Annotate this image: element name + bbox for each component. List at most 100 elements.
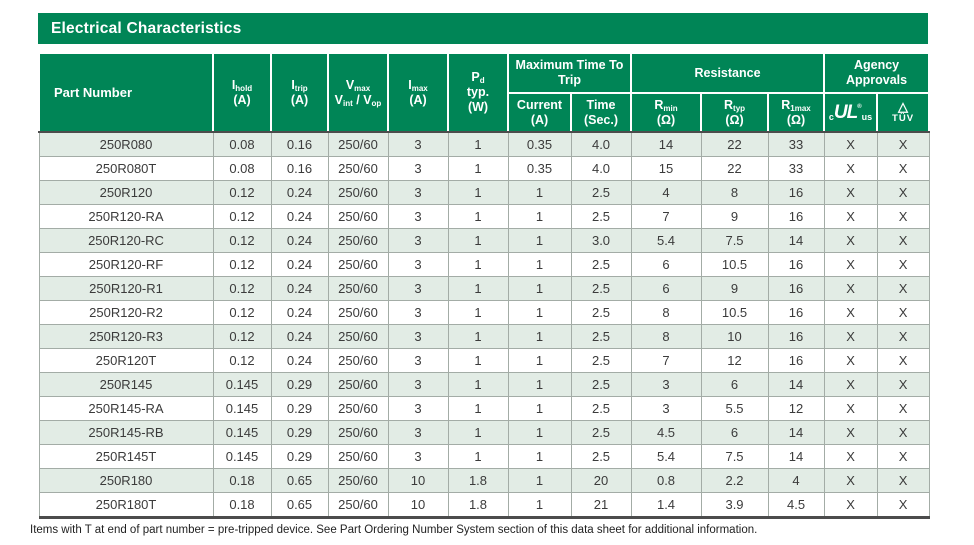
cell-v-max: 250/60 xyxy=(327,180,389,205)
cell-i-hold: 0.12 xyxy=(212,204,272,229)
cell-r-typ: 22 xyxy=(700,131,769,157)
cell-r-min: 7 xyxy=(630,348,702,373)
cell-i-trip: 0.24 xyxy=(270,300,329,325)
cell-p-d-typ: 1 xyxy=(447,348,509,373)
cell-r-1max: 4 xyxy=(767,468,825,493)
cell-trip-current: 1 xyxy=(507,228,572,253)
cell-p-d-typ: 1 xyxy=(447,180,509,205)
cell-i-trip: 0.29 xyxy=(270,396,329,421)
cell-v-max: 250/60 xyxy=(327,156,389,181)
cell-trip-time: 2.5 xyxy=(570,252,632,277)
cell-tuv-approval: X xyxy=(876,492,930,519)
cell-p-d-typ: 1 xyxy=(447,444,509,469)
cell-part-number: 250R120T xyxy=(38,348,214,373)
cell-trip-time: 2.5 xyxy=(570,420,632,445)
cell-r-typ: 10.5 xyxy=(700,252,769,277)
col-header-trip-current: Current (A) xyxy=(507,92,572,133)
cell-trip-time: 4.0 xyxy=(570,131,632,157)
cell-i-hold: 0.12 xyxy=(212,324,272,349)
cell-i-hold: 0.12 xyxy=(212,300,272,325)
col-header-r-1max: R1max (Ω) xyxy=(767,92,826,133)
cell-part-number: 250R145T xyxy=(38,444,214,469)
cell-i-max: 3 xyxy=(387,180,449,205)
section-title-bar: Electrical Characteristics xyxy=(38,13,928,44)
group-header-resistance: Resistance xyxy=(630,52,826,94)
cell-p-d-typ: 1 xyxy=(447,156,509,181)
cell-i-trip: 0.29 xyxy=(270,420,329,445)
cell-i-hold: 0.08 xyxy=(212,131,272,157)
cell-i-trip: 0.24 xyxy=(270,324,329,349)
cell-i-max: 3 xyxy=(387,156,449,181)
cell-v-max: 250/60 xyxy=(327,444,389,469)
cell-i-trip: 0.29 xyxy=(270,372,329,397)
cell-trip-time: 4.0 xyxy=(570,156,632,181)
cell-trip-current: 1 xyxy=(507,348,572,373)
col-header-trip-time: Time (Sec.) xyxy=(569,92,633,133)
cell-i-hold: 0.145 xyxy=(212,420,272,445)
cell-r-min: 4.5 xyxy=(630,420,702,445)
cell-trip-current: 1 xyxy=(507,276,572,301)
cell-r-min: 8 xyxy=(630,324,702,349)
table-row: 250R180 0.18 0.65 250/60 10 1.8 1 20 0.8 2.2 4 X X xyxy=(38,468,930,493)
cell-i-trip: 0.24 xyxy=(270,228,329,253)
cell-r-1max: 16 xyxy=(767,324,825,349)
cell-trip-current: 1 xyxy=(507,324,572,349)
cell-ul-approval: X xyxy=(823,324,878,349)
cell-v-max: 250/60 xyxy=(327,324,389,349)
table-row: 250R120 0.12 0.24 250/60 3 1 1 2.5 4 8 16 X X xyxy=(38,180,930,205)
cell-trip-time: 2.5 xyxy=(570,396,632,421)
cell-i-trip: 0.65 xyxy=(270,492,329,519)
cell-r-1max: 33 xyxy=(767,156,825,181)
cell-r-1max: 16 xyxy=(767,180,825,205)
cell-i-hold: 0.145 xyxy=(212,372,272,397)
cell-i-max: 3 xyxy=(387,228,449,253)
cell-part-number: 250R120-R1 xyxy=(38,276,214,301)
cell-ul-approval: X xyxy=(823,468,878,493)
cell-part-number: 250R145-RB xyxy=(38,420,214,445)
cell-tuv-approval: X xyxy=(876,156,930,181)
col-header-tuv-approval: △ TÜV xyxy=(876,92,931,133)
cell-trip-time: 3.0 xyxy=(570,228,632,253)
col-header-r-min: Rmin (Ω) xyxy=(630,92,703,133)
cell-r-min: 15 xyxy=(630,156,702,181)
cell-r-1max: 14 xyxy=(767,444,825,469)
table-body: 250R080 0.08 0.16 250/60 3 1 0.35 4.0 14 22 33 X X 25… xyxy=(38,131,930,519)
group-header-agency-approvals: Agency Approvals xyxy=(823,52,931,94)
cell-tuv-approval: X xyxy=(876,348,930,373)
cell-p-d-typ: 1.8 xyxy=(447,492,509,519)
cell-r-min: 7 xyxy=(630,204,702,229)
table-row: 250R120-RC 0.12 0.24 250/60 3 1 1 3.0 5.4 7.5 14 X X xyxy=(38,228,930,253)
cell-i-max: 3 xyxy=(387,324,449,349)
cell-tuv-approval: X xyxy=(876,372,930,397)
col-header-part-number: Part Number xyxy=(38,52,214,133)
cell-i-max: 3 xyxy=(387,444,449,469)
cell-trip-current: 1 xyxy=(507,204,572,229)
cell-ul-approval: X xyxy=(823,444,878,469)
cell-p-d-typ: 1 xyxy=(447,420,509,445)
table-row: 250R145T 0.145 0.29 250/60 3 1 1 2.5 5.4 7.5 14 X X xyxy=(38,444,930,469)
cell-r-typ: 9 xyxy=(700,204,769,229)
cell-r-min: 3 xyxy=(630,396,702,421)
cell-i-max: 10 xyxy=(387,492,449,519)
cell-i-trip: 0.16 xyxy=(270,131,329,157)
cell-ul-approval: X xyxy=(823,396,878,421)
cell-i-max: 3 xyxy=(387,372,449,397)
cell-r-typ: 10.5 xyxy=(700,300,769,325)
cell-r-min: 5.4 xyxy=(630,228,702,253)
cell-trip-time: 20 xyxy=(570,468,632,493)
cell-r-typ: 7.5 xyxy=(700,228,769,253)
cell-v-max: 250/60 xyxy=(327,396,389,421)
section-title: Electrical Characteristics xyxy=(51,20,242,37)
cell-r-typ: 7.5 xyxy=(700,444,769,469)
footnote: Items with T at end of part number = pre… xyxy=(30,524,758,536)
cell-trip-current: 1 xyxy=(507,420,572,445)
cell-ul-approval: X xyxy=(823,276,878,301)
cell-r-typ: 6 xyxy=(700,372,769,397)
cell-v-max: 250/60 xyxy=(327,420,389,445)
group-header-max-time-to-trip: Maximum Time To Trip xyxy=(506,52,633,94)
cell-i-hold: 0.12 xyxy=(212,276,272,301)
cell-p-d-typ: 1 xyxy=(447,228,509,253)
cell-trip-time: 2.5 xyxy=(570,372,632,397)
cell-i-max: 3 xyxy=(387,252,449,277)
cell-i-trip: 0.29 xyxy=(270,444,329,469)
